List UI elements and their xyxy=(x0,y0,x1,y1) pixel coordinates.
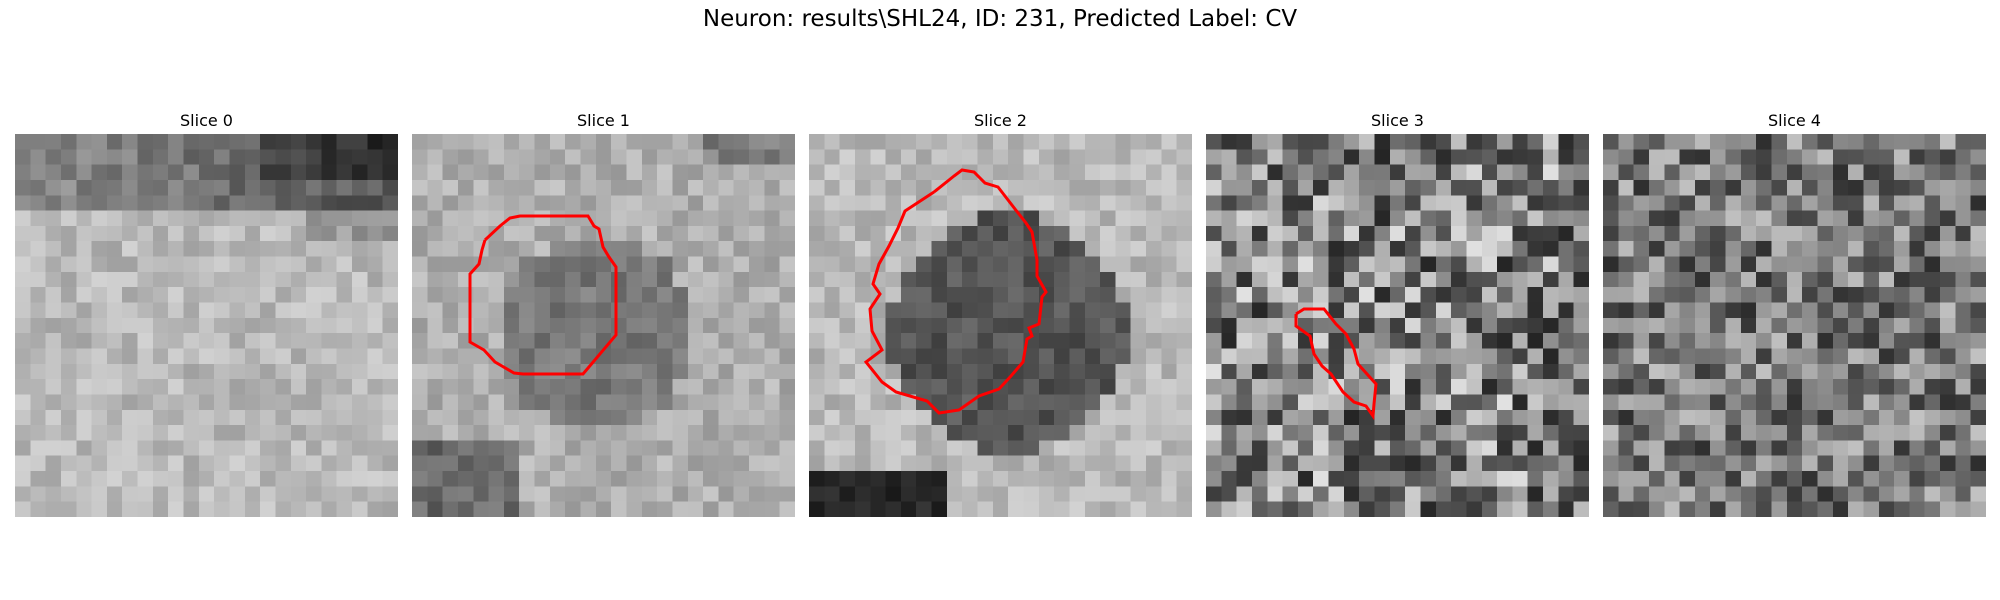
slice-image-2 xyxy=(809,134,1192,517)
slice-panel-3: Slice 3 xyxy=(1206,108,1589,517)
slice-pixels-0 xyxy=(15,134,398,517)
slice-title-1: Slice 1 xyxy=(577,111,630,130)
slice-image-1 xyxy=(412,134,795,517)
neuron-contour-1 xyxy=(468,214,618,376)
slice-image-4 xyxy=(1603,134,1986,517)
slice-pixels-1 xyxy=(412,134,795,517)
slice-title-2: Slice 2 xyxy=(974,111,1027,130)
slice-panel-1: Slice 1 xyxy=(412,108,795,517)
slice-image-0 xyxy=(15,134,398,517)
slice-panel-0: Slice 0 xyxy=(15,108,398,517)
neuron-contour-2 xyxy=(863,168,1048,415)
slice-title-3: Slice 3 xyxy=(1371,111,1424,130)
slice-panel-2: Slice 2 xyxy=(809,108,1192,517)
slice-panel-4: Slice 4 xyxy=(1603,108,1986,517)
slice-pixels-3 xyxy=(1206,134,1589,517)
slice-title-0: Slice 0 xyxy=(180,111,233,130)
figure-title: Neuron: results\SHL24, ID: 231, Predicte… xyxy=(702,6,1298,32)
neuron-contour-3 xyxy=(1294,307,1378,421)
contour-overlay-2 xyxy=(863,168,1048,415)
contour-overlay-3 xyxy=(1294,307,1378,421)
slice-title-4: Slice 4 xyxy=(1768,111,1821,130)
contour-overlay-1 xyxy=(468,214,618,376)
slice-pixels-4 xyxy=(1603,134,1986,517)
slice-image-3 xyxy=(1206,134,1589,517)
